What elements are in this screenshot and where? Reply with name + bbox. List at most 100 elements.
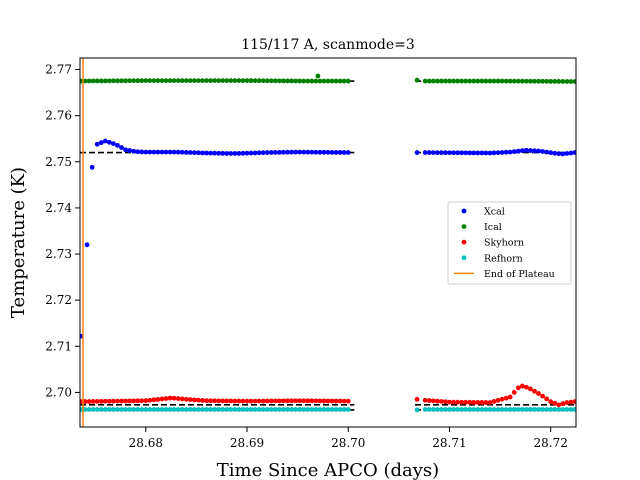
plot-frame [79, 57, 577, 428]
xcal-point [163, 149, 169, 155]
refhorn-point [430, 407, 436, 412]
y-tick-label: 2.73 [45, 247, 72, 261]
skyhorn-point [475, 400, 481, 405]
ical-point [106, 78, 112, 84]
ical-point [183, 78, 189, 84]
xcal-point [341, 150, 347, 155]
ical-point [438, 78, 444, 84]
refhorn-point [216, 407, 222, 412]
ical-point [301, 78, 307, 84]
skyhorn-point [151, 397, 157, 403]
skyhorn-point [511, 390, 517, 395]
ical-point [191, 78, 197, 84]
ical-point [430, 78, 436, 84]
skyhorn-point [499, 396, 505, 402]
xcal-point [281, 149, 286, 155]
series-skyhorn [80, 383, 576, 408]
ical-point [94, 78, 100, 84]
skyhorn-point [115, 398, 120, 404]
xcal-point [277, 149, 282, 155]
xcal-point [483, 150, 489, 156]
legend: Xcal Ical Skyhorn Refhorn End of Plateau [447, 201, 572, 285]
ical-point [572, 79, 576, 84]
refhorn-point [487, 407, 493, 412]
xcal-point [297, 149, 303, 155]
skyhorn-point [426, 398, 432, 403]
skyhorn-point [102, 398, 108, 404]
ical-point [98, 78, 104, 84]
skyhorn-point [285, 398, 290, 404]
ical-point [519, 78, 525, 84]
ical-point [163, 78, 169, 84]
skyhorn-point [337, 398, 343, 404]
xcal-point [572, 150, 576, 155]
ical-point [151, 78, 157, 84]
xcal-point [463, 150, 469, 156]
xcal-point [524, 147, 529, 153]
xcal-point [111, 141, 116, 147]
x-tick-label: 28.72 [534, 436, 568, 450]
xcal-point [272, 150, 278, 155]
skyhorn-point [98, 398, 104, 404]
ical-point [491, 78, 497, 84]
legend-marker [461, 255, 467, 261]
y-tick-label: 2.75 [45, 155, 72, 169]
refhorn-point [268, 407, 274, 412]
xcal-point [187, 150, 193, 155]
refhorn-point [212, 407, 218, 412]
refhorn-point [163, 407, 169, 412]
refhorn-point [106, 407, 112, 412]
xcal-point [98, 140, 104, 146]
ical-point [244, 78, 250, 84]
ical-point [426, 78, 432, 84]
ical-point [179, 78, 185, 84]
xcal-point [325, 149, 331, 155]
skyhorn-point [556, 402, 562, 408]
skyhorn-point [540, 393, 545, 399]
refhorn-point [560, 407, 566, 412]
skyhorn-point [248, 398, 254, 404]
ical-point [499, 78, 505, 84]
refhorn-point [151, 407, 157, 412]
series-refhorn [80, 407, 576, 413]
skyhorn-point [163, 396, 169, 401]
ical-point [309, 78, 315, 84]
refhorn-point [102, 407, 108, 412]
xcal-point [309, 149, 315, 155]
skyhorn-point [301, 398, 307, 404]
ical-point [337, 78, 343, 84]
skyhorn-point [94, 399, 100, 404]
refhorn-point [119, 407, 124, 412]
refhorn-point [438, 407, 444, 412]
ical-point [200, 78, 205, 84]
xcal-point [191, 150, 197, 156]
ical-point [544, 78, 550, 84]
xcal-point [317, 149, 323, 155]
refhorn-point [564, 407, 570, 412]
skyhorn-point [325, 398, 331, 404]
skyhorn-point [277, 398, 282, 404]
skyhorn-point [487, 400, 493, 405]
refhorn-point [515, 407, 521, 412]
refhorn-point [572, 407, 576, 412]
skyhorn-point [503, 395, 509, 401]
xcal-point [248, 150, 254, 156]
ical-point [536, 78, 541, 84]
ical-point [293, 78, 299, 84]
refhorn-point [115, 407, 120, 412]
refhorn-point [552, 407, 558, 412]
xcal-point [455, 150, 460, 156]
skyhorn-point [272, 398, 278, 404]
ical-point [224, 78, 230, 84]
refhorn-point [475, 407, 481, 412]
ical-point [143, 78, 149, 84]
xcal-point [183, 150, 189, 155]
ical-point [82, 78, 88, 84]
skyhorn-point [552, 400, 558, 406]
refhorn-point [463, 407, 469, 412]
ical-point [325, 78, 331, 84]
xcal-point [507, 149, 513, 155]
skyhorn-point [443, 399, 448, 405]
refhorn-point [532, 407, 537, 412]
xcal-point [131, 148, 137, 154]
